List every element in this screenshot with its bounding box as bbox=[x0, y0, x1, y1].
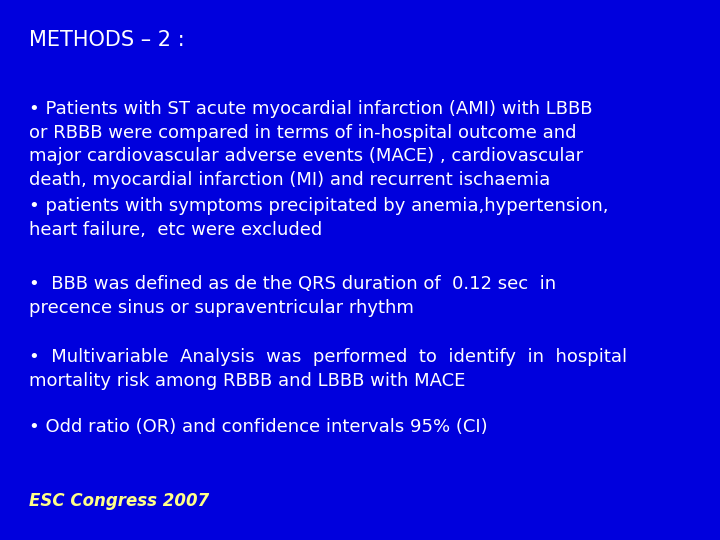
Text: ESC Congress 2007: ESC Congress 2007 bbox=[29, 492, 209, 510]
Text: • patients with symptoms precipitated by anemia,hypertension,
heart failure,  et: • patients with symptoms precipitated by… bbox=[29, 197, 608, 239]
Text: •  BBB was defined as de the QRS duration of  0.12 sec  in
precence sinus or sup: • BBB was defined as de the QRS duration… bbox=[29, 275, 556, 317]
Text: METHODS – 2 :: METHODS – 2 : bbox=[29, 30, 184, 50]
Text: •  Multivariable  Analysis  was  performed  to  identify  in  hospital
mortality: • Multivariable Analysis was performed t… bbox=[29, 348, 627, 390]
Text: • Patients with ST acute myocardial infarction (AMI) with LBBB
or RBBB were comp: • Patients with ST acute myocardial infa… bbox=[29, 100, 593, 188]
Text: • Odd ratio (OR) and confidence intervals 95% (CI): • Odd ratio (OR) and confidence interval… bbox=[29, 418, 487, 436]
